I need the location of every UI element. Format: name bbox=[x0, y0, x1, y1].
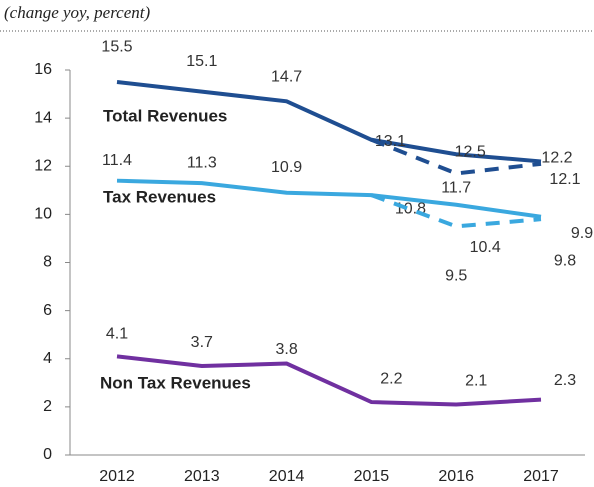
data-label: 9.5 bbox=[445, 268, 467, 285]
dashed-line bbox=[370, 137, 542, 176]
y-tick-label: 6 bbox=[43, 302, 52, 319]
line bbox=[116, 80, 542, 164]
line bbox=[116, 178, 542, 219]
x-tick-label: 2014 bbox=[269, 468, 305, 485]
series-label: Tax Revenues bbox=[103, 187, 216, 206]
x-tick-label: 2013 bbox=[184, 468, 220, 485]
data-label: 10.4 bbox=[470, 239, 501, 256]
data-label: 9.8 bbox=[554, 252, 576, 269]
y-tick-label: 2 bbox=[43, 398, 52, 415]
data-label: 11.7 bbox=[441, 180, 471, 197]
y-tick-label: 8 bbox=[43, 254, 52, 271]
dashed-line bbox=[370, 193, 542, 229]
y-tick-label: 14 bbox=[34, 109, 52, 126]
data-label: 9.9 bbox=[571, 225, 593, 242]
data-label: 12.1 bbox=[549, 171, 580, 188]
data-label: 15.1 bbox=[186, 53, 217, 70]
data-label: 14.7 bbox=[271, 69, 302, 86]
x-tick-label: 2016 bbox=[438, 468, 474, 485]
data-label: 12.2 bbox=[541, 150, 572, 167]
x-tick-label: 2017 bbox=[523, 468, 559, 485]
y-tick-label: 4 bbox=[43, 350, 52, 367]
data-label: 3.7 bbox=[191, 334, 213, 351]
line bbox=[116, 354, 542, 407]
chart-subtitle: (change yoy, percent) bbox=[4, 3, 150, 22]
data-label: 11.4 bbox=[102, 152, 132, 169]
data-label: 12.5 bbox=[455, 143, 486, 160]
x-tick-label: 2012 bbox=[99, 468, 135, 485]
data-label: 4.1 bbox=[106, 326, 128, 343]
data-label: 11.3 bbox=[187, 154, 217, 171]
y-tick-label: 16 bbox=[34, 61, 52, 78]
data-label: 15.5 bbox=[101, 38, 132, 55]
series-label: Total Revenues bbox=[103, 106, 227, 125]
series-label: Non Tax Revenues bbox=[100, 373, 251, 392]
data-label: 2.1 bbox=[465, 373, 487, 390]
x-tick-label: 2015 bbox=[354, 468, 390, 485]
data-label: 2.3 bbox=[554, 372, 576, 389]
y-tick-label: 10 bbox=[34, 206, 52, 223]
y-tick-label: 0 bbox=[43, 446, 52, 463]
data-label: 10.9 bbox=[271, 159, 302, 176]
data-label: 3.8 bbox=[275, 341, 297, 358]
y-tick-label: 12 bbox=[34, 157, 52, 174]
data-label: 2.2 bbox=[380, 370, 402, 387]
